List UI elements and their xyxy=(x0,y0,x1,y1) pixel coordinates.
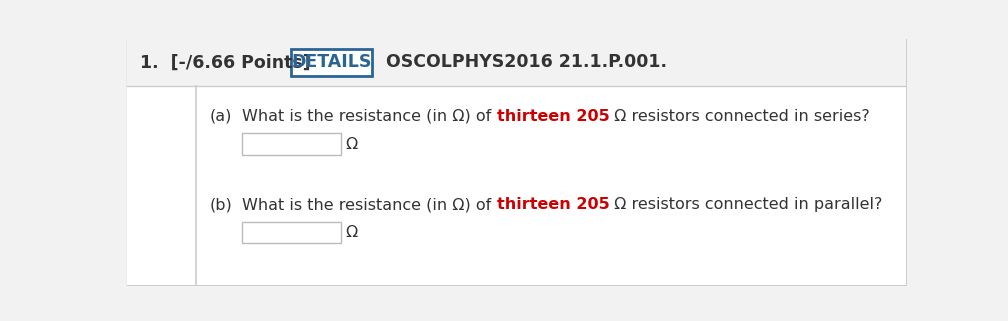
FancyBboxPatch shape xyxy=(127,39,905,285)
Text: DETAILS: DETAILS xyxy=(291,53,372,71)
Text: (a): (a) xyxy=(210,109,232,124)
Text: What is the resistance (in Ω) of: What is the resistance (in Ω) of xyxy=(242,197,497,212)
Text: OSCOLPHYS2016 21.1.P.001.: OSCOLPHYS2016 21.1.P.001. xyxy=(386,53,667,71)
FancyBboxPatch shape xyxy=(242,133,342,155)
Text: Ω resistors connected in parallel?: Ω resistors connected in parallel? xyxy=(610,197,883,212)
Text: thirteen 205: thirteen 205 xyxy=(497,197,610,212)
Text: What is the resistance (in Ω) of: What is the resistance (in Ω) of xyxy=(242,109,497,124)
Text: 1.  [-/6.66 Points]: 1. [-/6.66 Points] xyxy=(140,53,310,71)
FancyBboxPatch shape xyxy=(127,86,905,285)
FancyBboxPatch shape xyxy=(291,48,372,76)
FancyBboxPatch shape xyxy=(242,222,342,243)
Text: thirteen 205: thirteen 205 xyxy=(497,109,610,124)
Text: (b): (b) xyxy=(210,197,233,212)
FancyBboxPatch shape xyxy=(127,39,905,86)
Text: Ω: Ω xyxy=(346,225,358,240)
Text: Ω: Ω xyxy=(346,136,358,152)
Text: Ω resistors connected in series?: Ω resistors connected in series? xyxy=(610,109,870,124)
